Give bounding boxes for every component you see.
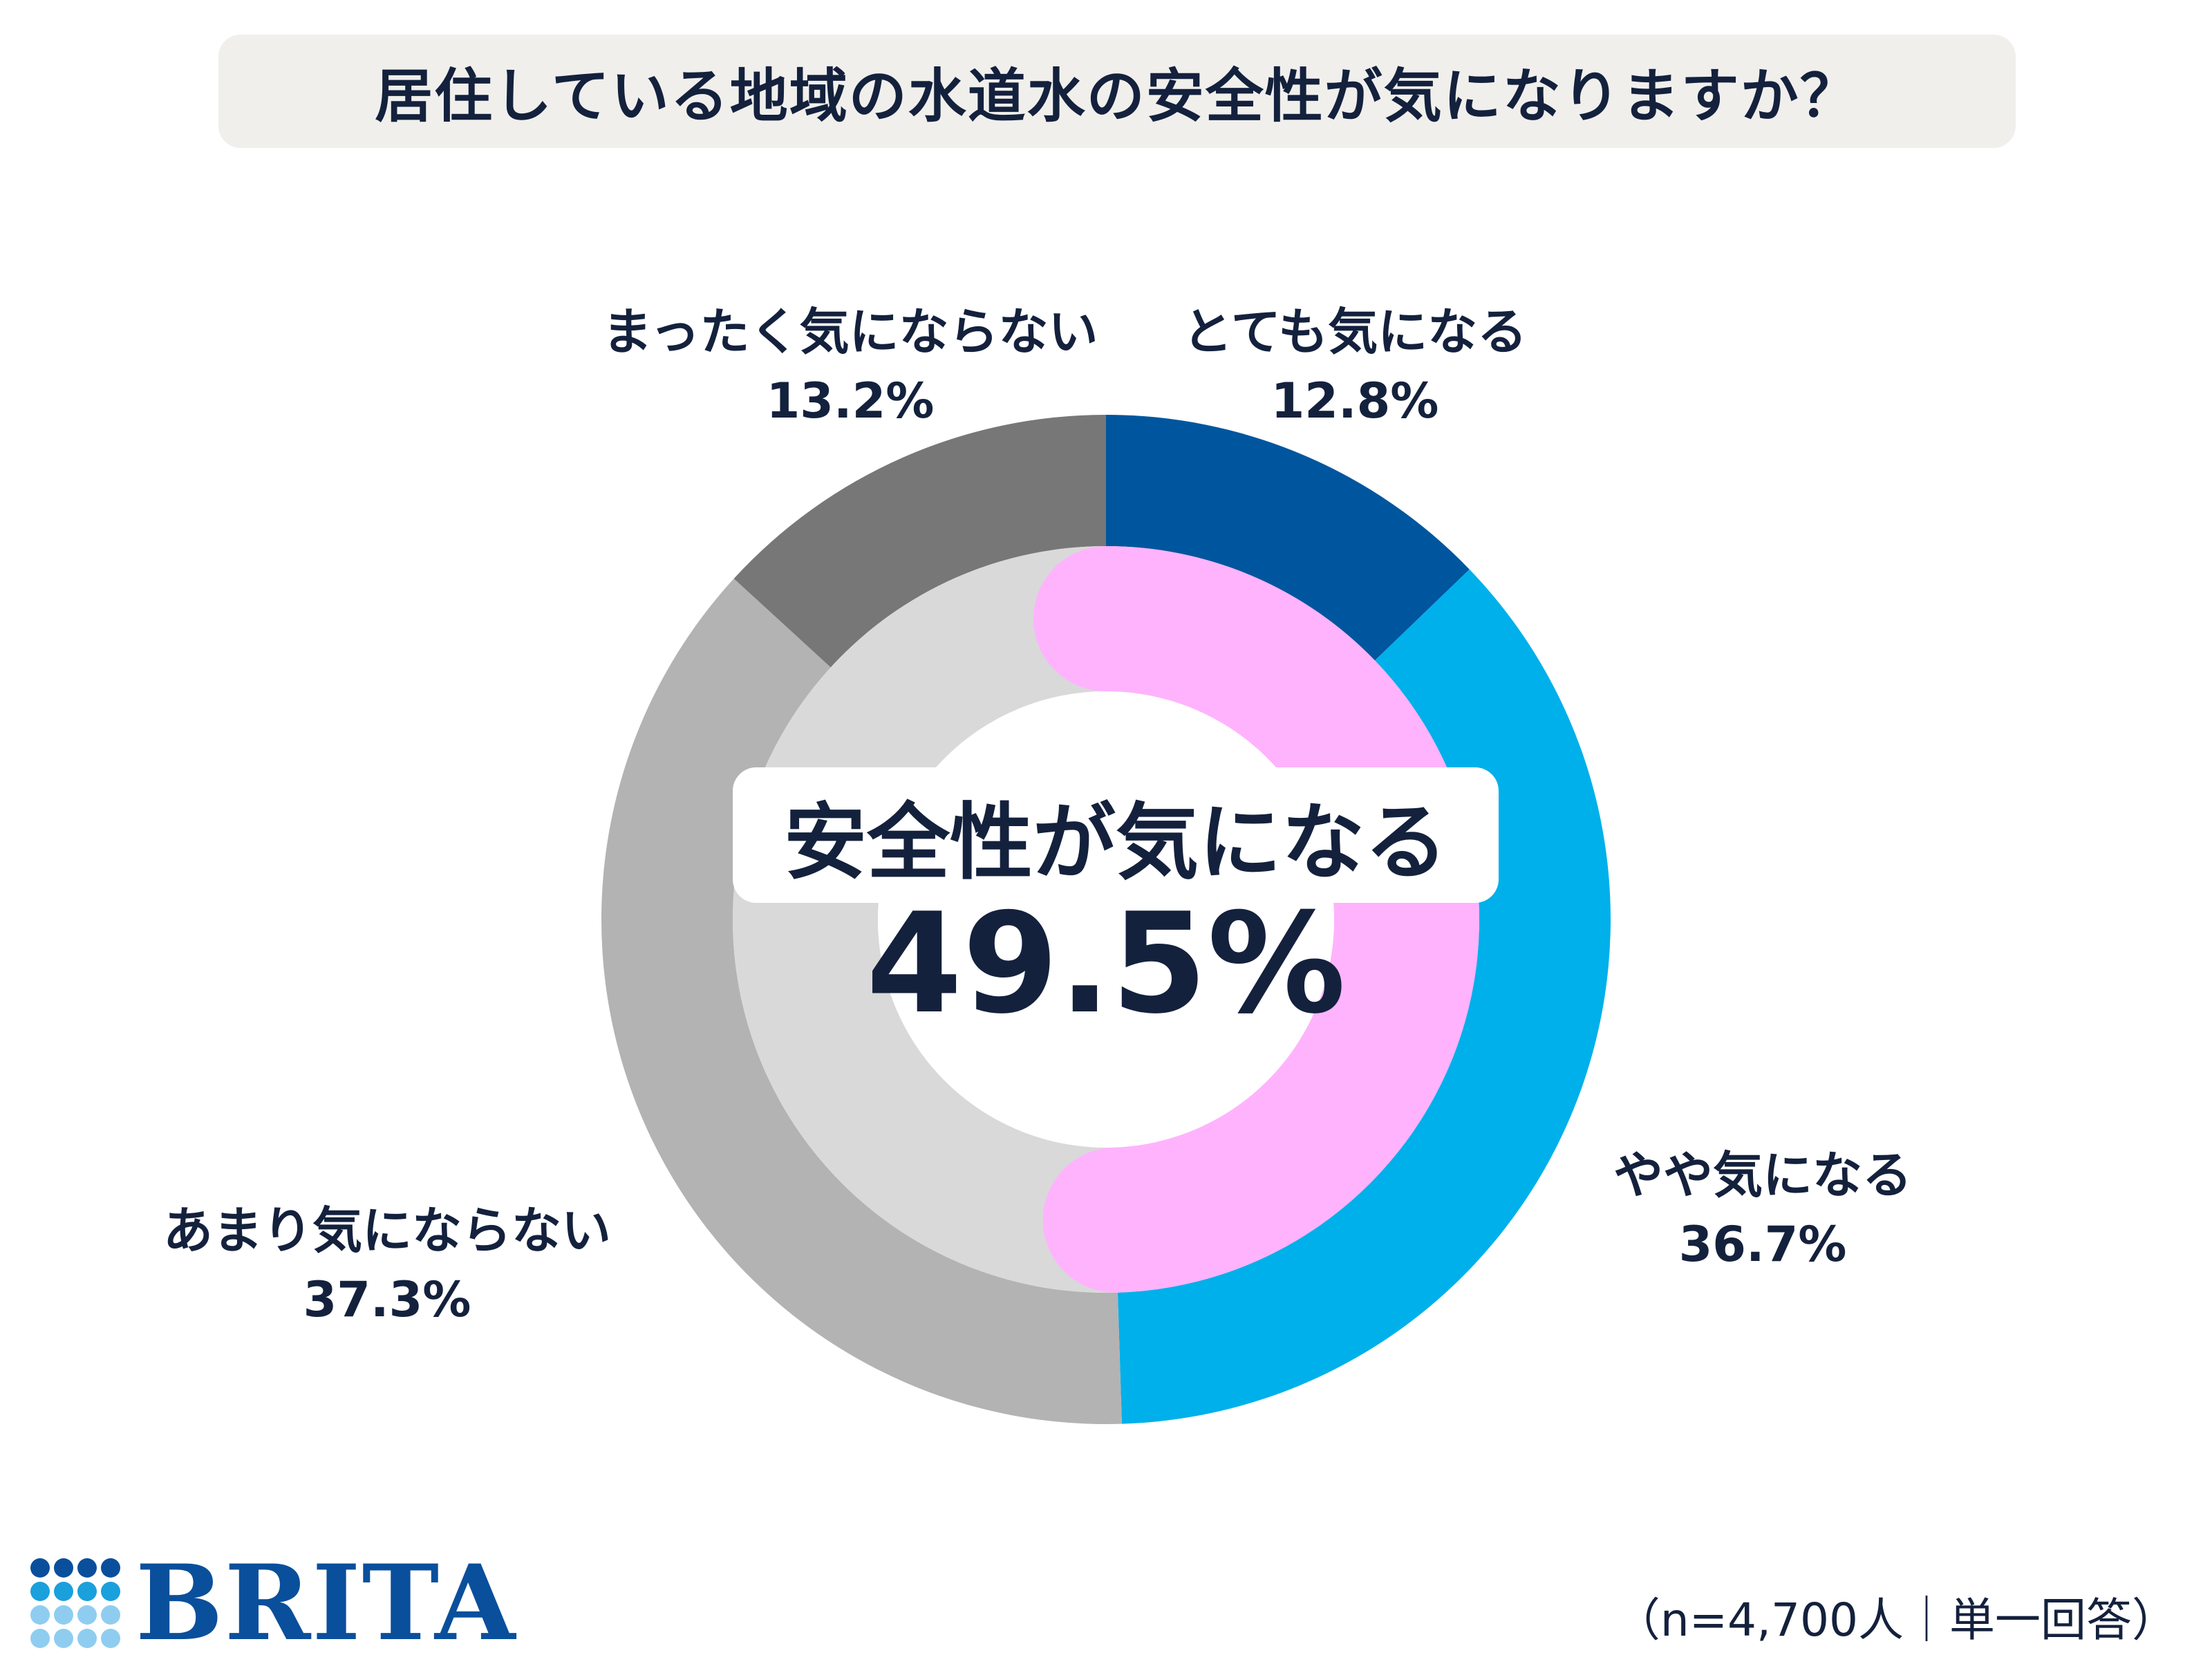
logo-dot [101, 1629, 120, 1648]
logo-dot [54, 1558, 73, 1578]
slice-label-value: 13.2% [766, 373, 935, 429]
logo-dot [101, 1582, 120, 1601]
outer-slice-2 [601, 579, 1122, 1424]
logo-dot [101, 1558, 120, 1578]
logo-dot [30, 1582, 50, 1601]
slice-label-name: あまり気にならない [162, 1202, 611, 1260]
inner-slice-1 [732, 546, 1118, 1293]
logo-dot [77, 1629, 97, 1648]
logo-dot [30, 1558, 50, 1578]
inner-arc-cap-1 [1042, 1147, 1188, 1293]
slice-label-name: やや気になる [1613, 1146, 1912, 1204]
logo-dot [30, 1605, 50, 1625]
slice-label-name: とても気になる [1182, 303, 1528, 361]
center-value: 49.5% [866, 884, 1346, 1045]
title-box: 居住している地域の水道水の安全性が気になりますか？ [218, 35, 2016, 148]
outer-slice-3 [733, 415, 1106, 668]
logo-dot [54, 1605, 73, 1625]
slice-label-name: まったく気にならない [602, 303, 1098, 361]
slice-label-value: 37.3% [303, 1271, 471, 1328]
slice-label-not-at-all: まったく気にならない 13.2% [567, 297, 1134, 436]
logo-dot [101, 1605, 120, 1625]
logo-dot [77, 1605, 97, 1625]
slice-label-somewhat-concerned: やや気になる 36.7% [1555, 1141, 1970, 1279]
chart-title: 居住している地域の水道水の安全性が気になりますか？ [375, 62, 1859, 130]
logo-dot [30, 1629, 50, 1648]
logo-text: BRITA [135, 1542, 517, 1664]
inner-arc-cap-0 [1033, 546, 1179, 691]
logo-dot [77, 1582, 97, 1601]
center-label: 安全性が気になる [784, 795, 1447, 891]
logo-dots-icon [30, 1558, 120, 1648]
sample-size-note: （n=4,700人｜単一回答） [1614, 1593, 2177, 1647]
center-label-box: 安全性が気になる [733, 767, 1499, 903]
inner-ring [732, 546, 1479, 1293]
slice-label-value: 12.8% [1271, 373, 1439, 429]
outer-slice-0 [1106, 415, 1470, 661]
logo-dot [54, 1629, 73, 1648]
slice-label-not-very: あまり気にならない 37.3% [118, 1196, 657, 1334]
logo-dot [54, 1582, 73, 1601]
brita-logo: BRITA [30, 1551, 516, 1655]
logo-dot [77, 1558, 97, 1578]
slice-label-value: 36.7% [1678, 1216, 1847, 1273]
slice-label-very-concerned: とても気になる 12.8% [1147, 297, 1562, 436]
inner-slice-0 [1106, 546, 1479, 1293]
